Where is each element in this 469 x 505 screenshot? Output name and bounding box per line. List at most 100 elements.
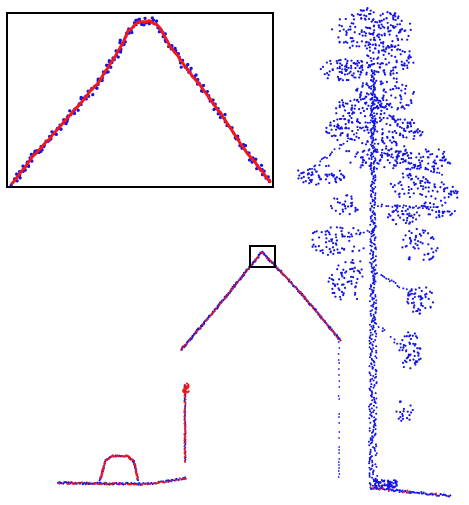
branch-point (389, 115, 392, 118)
building-point-red (180, 349, 183, 351)
foliage-point (414, 175, 418, 178)
foliage-point (402, 238, 405, 241)
foliage-point (375, 112, 378, 115)
foliage-point (419, 163, 422, 167)
foliage-point (380, 23, 383, 26)
foliage-point (338, 79, 341, 82)
foliage-point (368, 157, 371, 160)
foliage-point (336, 197, 339, 200)
foliage-point (410, 156, 413, 160)
foliage-point (329, 204, 333, 208)
foliage-point (330, 128, 333, 131)
foliage-point (419, 182, 422, 185)
inset-point (106, 70, 110, 74)
branch-point (394, 120, 397, 123)
foliage-point (382, 69, 385, 72)
foliage-point (426, 181, 429, 184)
trunk-point (371, 465, 374, 467)
foliage-point (389, 72, 392, 75)
foliage-point (340, 229, 343, 233)
foliage-point (361, 34, 364, 37)
foliage-point (344, 207, 347, 210)
foliage-point (323, 73, 326, 76)
trunk-point (373, 420, 376, 423)
trunk-point (374, 373, 377, 376)
foliage-point (404, 344, 407, 347)
trunk-point (369, 119, 372, 122)
branch-point (391, 118, 394, 121)
trunk-point (368, 458, 371, 461)
foliage-point (449, 190, 453, 193)
branch-point (366, 121, 369, 124)
trunk-point (373, 73, 376, 76)
branch-point (421, 207, 424, 210)
trunk-point (368, 444, 371, 447)
foliage-point (394, 96, 397, 99)
foliage-point (397, 417, 400, 420)
foliage-point (351, 37, 354, 40)
trunk-point (369, 437, 372, 440)
foliage-point (403, 50, 406, 54)
foliage-point (394, 84, 397, 88)
building-point-red (316, 311, 318, 313)
ground-point-red (58, 482, 61, 485)
foliage-point (390, 148, 393, 151)
foliage-point (453, 209, 456, 213)
building-point-red (199, 326, 202, 328)
trunk-point (374, 194, 377, 197)
foliage-point (324, 233, 327, 236)
wall-point (338, 374, 340, 376)
foliage-point (424, 181, 427, 184)
foliage-point (341, 233, 344, 236)
foliage-point (365, 82, 368, 85)
branch-point (377, 99, 380, 102)
foliage-point (414, 236, 417, 239)
foliage-point (409, 151, 412, 155)
foliage-point (407, 185, 410, 189)
foliage-point (381, 132, 384, 135)
trunk-point (371, 350, 374, 353)
foliage-point (401, 121, 404, 124)
foliage-point (375, 148, 379, 151)
foliage-point (307, 176, 310, 179)
foliage-point (446, 186, 449, 189)
trunk-point (376, 474, 379, 477)
foliage-point (409, 168, 412, 171)
foliage-point (407, 176, 410, 179)
foliage-point (394, 12, 397, 15)
foliage-point (363, 97, 366, 100)
trunk-point (375, 452, 378, 455)
trunk-point (370, 411, 373, 414)
foliage-point (401, 413, 404, 416)
foliage-point (369, 129, 372, 132)
foliage-point (432, 160, 435, 164)
foliage-point (347, 66, 350, 69)
foliage-point (338, 212, 342, 216)
foliage-point (311, 232, 315, 235)
foliage-point (421, 229, 424, 232)
foliage-point (326, 253, 330, 256)
trunk-point (370, 245, 373, 248)
foliage-point (391, 210, 395, 213)
foliage-point (369, 9, 372, 12)
trunk-point (369, 143, 372, 146)
foliage-point (330, 172, 333, 175)
foliage-point (335, 239, 339, 242)
trunk-point (369, 294, 372, 297)
branch-point (381, 274, 384, 277)
foliage-point (353, 107, 356, 110)
foliage-point (432, 251, 435, 254)
trunk-point (386, 483, 389, 486)
trunk-point (370, 105, 373, 108)
building-point-red (310, 304, 312, 307)
foliage-point (388, 11, 392, 15)
foliage-point (386, 44, 390, 48)
branch-point (350, 74, 353, 77)
foliage-point (395, 131, 398, 135)
trunk-point (370, 321, 373, 323)
foliage-point (365, 8, 368, 11)
branch-point (341, 235, 344, 238)
trunk-point (369, 337, 372, 340)
branch-point (427, 168, 430, 171)
foliage-point (417, 354, 420, 357)
